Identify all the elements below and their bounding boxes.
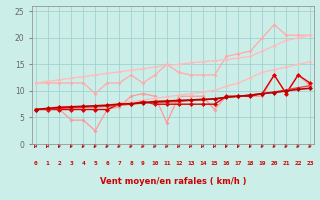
X-axis label: Vent moyen/en rafales ( km/h ): Vent moyen/en rafales ( km/h ) [100, 177, 246, 186]
